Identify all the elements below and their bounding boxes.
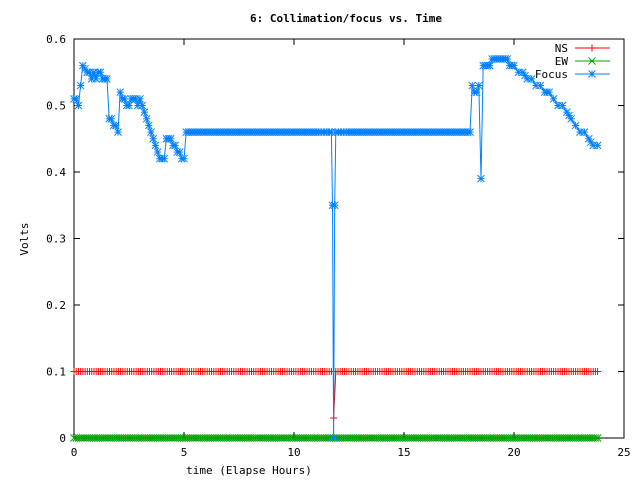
data-point-focus bbox=[536, 81, 545, 90]
series-line-ns bbox=[74, 371, 598, 419]
data-point-focus bbox=[571, 121, 580, 130]
data-point-focus bbox=[485, 61, 494, 70]
data-point-focus bbox=[120, 94, 129, 103]
data-point-focus bbox=[116, 88, 125, 97]
data-point-focus bbox=[474, 81, 483, 90]
data-point-focus bbox=[160, 154, 169, 163]
data-point-focus bbox=[125, 101, 133, 110]
data-point-focus bbox=[171, 141, 180, 150]
data-point-focus bbox=[136, 94, 144, 103]
data-point-focus bbox=[166, 134, 175, 143]
data-point-ns bbox=[594, 368, 602, 375]
data-point-focus bbox=[329, 434, 338, 442]
data-point-focus bbox=[107, 114, 116, 123]
data-point-focus bbox=[96, 68, 105, 77]
data-point-focus bbox=[510, 61, 518, 70]
x-tick-label: 25 bbox=[617, 446, 630, 459]
data-point-focus bbox=[144, 121, 153, 130]
data-point-focus bbox=[74, 101, 83, 110]
y-tick-label: 0.3 bbox=[46, 233, 66, 246]
data-point-focus bbox=[593, 141, 602, 150]
data-point-focus bbox=[140, 108, 149, 117]
data-point-focus bbox=[103, 75, 111, 83]
y-tick-label: 0.6 bbox=[46, 33, 66, 46]
data-point-focus bbox=[142, 114, 151, 123]
y-tick-label: 0.2 bbox=[46, 299, 66, 312]
data-point-focus bbox=[549, 94, 558, 103]
x-tick-label: 5 bbox=[181, 446, 188, 459]
data-point-focus bbox=[580, 128, 589, 136]
legend-marker-ew bbox=[588, 57, 596, 65]
data-point-ew bbox=[591, 434, 600, 442]
y-axis-label: Volts bbox=[18, 222, 31, 255]
data-point-focus bbox=[151, 141, 160, 150]
legend-marker-ns bbox=[588, 44, 596, 52]
data-point-focus bbox=[468, 81, 477, 90]
data-point-focus bbox=[558, 101, 567, 110]
data-point-focus bbox=[180, 154, 188, 163]
data-point-focus bbox=[466, 128, 474, 136]
x-tick-label: 20 bbox=[507, 446, 520, 459]
chart-title: 6: Collimation/focus vs. Time bbox=[250, 12, 442, 25]
data-point-focus bbox=[149, 134, 158, 143]
y-tick-label: 0.4 bbox=[46, 166, 66, 179]
data-point-focus bbox=[92, 75, 100, 83]
data-point-focus bbox=[477, 174, 485, 183]
data-point-focus bbox=[76, 81, 85, 90]
data-point-ew bbox=[593, 434, 602, 442]
data-point-focus bbox=[472, 88, 481, 97]
data-point-focus bbox=[567, 114, 576, 123]
legend-label-ns: NS bbox=[555, 42, 568, 55]
legend-label-focus: Focus bbox=[535, 68, 568, 81]
data-point-focus bbox=[175, 148, 184, 156]
legend-label-ew: EW bbox=[555, 55, 569, 68]
data-point-focus bbox=[153, 148, 162, 156]
x-tick-label: 15 bbox=[397, 446, 410, 459]
data-point-focus bbox=[527, 75, 536, 83]
data-point-focus bbox=[147, 128, 155, 136]
data-point-focus bbox=[72, 94, 81, 103]
y-tick-label: 0.1 bbox=[46, 366, 66, 379]
x-tick-label: 0 bbox=[71, 446, 78, 459]
data-point-focus bbox=[330, 201, 339, 210]
legend-marker-focus bbox=[588, 70, 596, 78]
data-point-focus bbox=[114, 128, 122, 136]
y-tick-label: 0 bbox=[59, 432, 66, 445]
data-point-focus bbox=[545, 88, 554, 97]
data-point-focus bbox=[111, 121, 120, 130]
plot-frame bbox=[73, 38, 625, 439]
x-axis-label: time (Elapse Hours) bbox=[186, 464, 312, 477]
data-point-focus bbox=[503, 55, 512, 63]
y-tick-label: 0.5 bbox=[46, 100, 66, 113]
x-tick-label: 10 bbox=[287, 446, 300, 459]
data-point-focus bbox=[138, 101, 147, 110]
